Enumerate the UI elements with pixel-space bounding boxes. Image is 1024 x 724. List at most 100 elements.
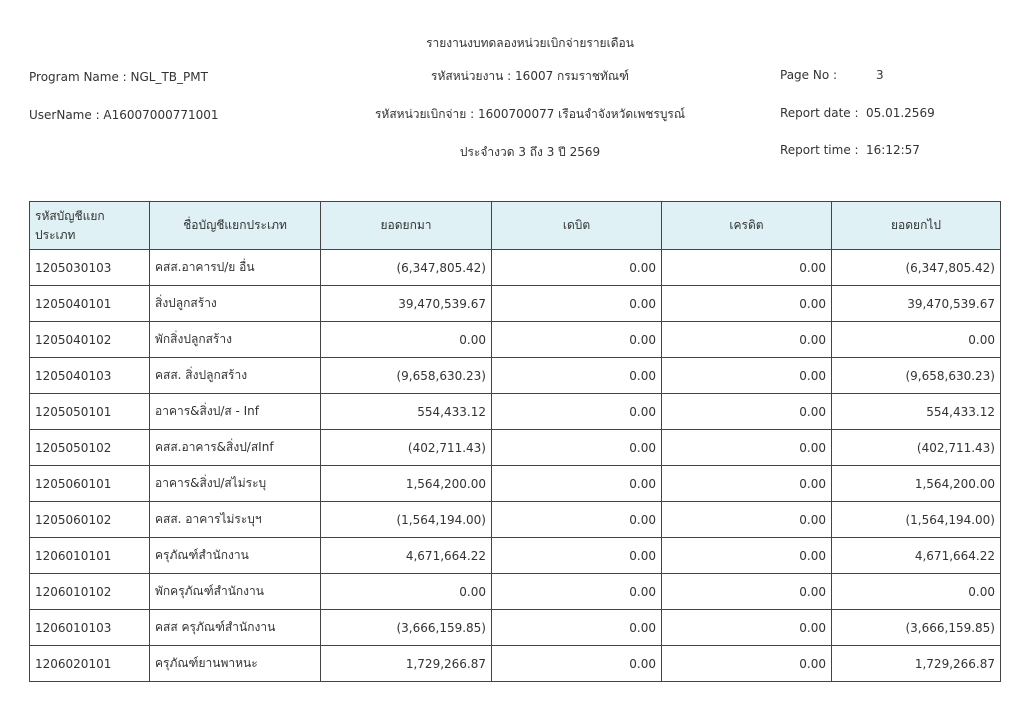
cell-brought-forward: (9,658,630.23) <box>320 357 492 394</box>
cell-debit: 0.00 <box>491 393 662 430</box>
cell-account-name: อาคาร&สิ่งป/ส - Inf <box>149 393 321 430</box>
cell-carried-forward: (1,564,194.00) <box>831 501 1001 538</box>
cell-carried-forward: (6,347,805.42) <box>831 249 1001 286</box>
cell-account-code: 1205050102 <box>29 429 150 466</box>
header-account-code: รหัสบัญชีแยกประเภท <box>29 201 150 250</box>
agency: รหัสหน่วยงาน : 16007 กรมราชทัณฑ์ <box>431 69 629 83</box>
cell-account-code: 1206020101 <box>29 645 150 682</box>
header-credit: เครดิต <box>661 201 832 250</box>
table-row: 1206010101 ครุภัณฑ์สำนักงาน 4,671,664.22 0.… <box>29 537 1001 574</box>
disbursing-unit: รหัสหน่วยเบิกจ่าย : 1600700077 เรือนจำจั… <box>374 107 686 121</box>
cell-debit: 0.00 <box>491 357 662 394</box>
cell-account-name: สิ่งปลูกสร้าง <box>149 285 321 322</box>
period: ประจำงวด 3 ถึง 3 ปี 2569 <box>459 145 601 159</box>
cell-brought-forward: 0.00 <box>320 573 492 610</box>
cell-brought-forward: 1,729,266.87 <box>320 645 492 682</box>
report-time: 16:12:57 <box>866 143 920 157</box>
cell-brought-forward: 39,470,539.67 <box>320 285 492 322</box>
cell-account-name: คสส ครุภัณฑ์สำนักงาน <box>149 609 321 646</box>
cell-brought-forward: (6,347,805.42) <box>320 249 492 286</box>
cell-debit: 0.00 <box>491 429 662 466</box>
cell-credit: 0.00 <box>661 357 832 394</box>
cell-account-name: คสส. สิ่งปลูกสร้าง <box>149 357 321 394</box>
cell-credit: 0.00 <box>661 285 832 322</box>
table-row: 1205060102 คสส. อาคารไม่ระบุฯ (1,564,194.0… <box>29 501 1001 538</box>
report-time-label: Report time : <box>780 143 859 157</box>
cell-account-code: 1205040101 <box>29 285 150 322</box>
table-row: 1206010103 คสส ครุภัณฑ์สำนักงาน (3,666,159… <box>29 609 1001 646</box>
cell-brought-forward: (402,711.43) <box>320 429 492 466</box>
cell-account-code: 1205040103 <box>29 357 150 394</box>
cell-credit: 0.00 <box>661 321 832 358</box>
cell-brought-forward: 1,564,200.00 <box>320 465 492 502</box>
cell-account-name: ครุภัณฑ์สำนักงาน <box>149 537 321 574</box>
cell-brought-forward: 554,433.12 <box>320 393 492 430</box>
table-row: 1206010102 พักครุภัณฑ์สำนักงาน 0.00 0.00 0.0… <box>29 573 1001 610</box>
header-debit: เดบิต <box>491 201 662 250</box>
report-date-label: Report date : <box>780 106 859 120</box>
cell-carried-forward: (402,711.43) <box>831 429 1001 466</box>
cell-account-code: 1205030103 <box>29 249 150 286</box>
table-row: 1205030103 คสส.อาคารป/ย อื่น (6,347,805.42… <box>29 249 1001 286</box>
table-header-row: รหัสบัญชีแยกประเภท ชื่อบัญชีแยกประเภท ยอ… <box>29 201 1001 250</box>
table-row: 1206020101 ครุภัณฑ์ยานพาหนะ 1,729,266.87 0.… <box>29 645 1001 682</box>
cell-brought-forward: 0.00 <box>320 321 492 358</box>
cell-credit: 0.00 <box>661 249 832 286</box>
cell-debit: 0.00 <box>491 645 662 682</box>
cell-account-code: 1206010103 <box>29 609 150 646</box>
cell-credit: 0.00 <box>661 501 832 538</box>
cell-debit: 0.00 <box>491 501 662 538</box>
cell-account-name: พักสิ่งปลูกสร้าง <box>149 321 321 358</box>
cell-carried-forward: (3,666,159.85) <box>831 609 1001 646</box>
cell-account-name: อาคาร&สิ่งป/สไม่ระบุ <box>149 465 321 502</box>
cell-credit: 0.00 <box>661 609 832 646</box>
cell-account-code: 1205060102 <box>29 501 150 538</box>
cell-brought-forward: 4,671,664.22 <box>320 537 492 574</box>
cell-account-name: คสส.อาคาร&สิ่งป/สInf <box>149 429 321 466</box>
cell-account-code: 1205040102 <box>29 321 150 358</box>
table-row: 1205040102 พักสิ่งปลูกสร้าง 0.00 0.00 0.00 0.… <box>29 321 1001 358</box>
username: UserName : A16007000771001 <box>29 108 219 122</box>
cell-carried-forward: 0.00 <box>831 573 1001 610</box>
cell-debit: 0.00 <box>491 321 662 358</box>
cell-brought-forward: (3,666,159.85) <box>320 609 492 646</box>
cell-credit: 0.00 <box>661 465 832 502</box>
cell-debit: 0.00 <box>491 285 662 322</box>
report-title: รายงานงบทดลองหน่วยเบิกจ่ายรายเดือน <box>426 36 634 50</box>
cell-carried-forward: 39,470,539.67 <box>831 285 1001 322</box>
table-row: 1205040103 คสส. สิ่งปลูกสร้าง (9,658,630.2… <box>29 357 1001 394</box>
cell-account-name: คสส. อาคารไม่ระบุฯ <box>149 501 321 538</box>
table-row: 1205050101 อาคาร&สิ่งป/ส - Inf 554,433.12 0… <box>29 393 1001 430</box>
header-account-name: ชื่อบัญชีแยกประเภท <box>149 201 321 250</box>
cell-credit: 0.00 <box>661 429 832 466</box>
cell-credit: 0.00 <box>661 573 832 610</box>
cell-credit: 0.00 <box>661 645 832 682</box>
trial-balance-table: รหัสบัญชีแยกประเภท ชื่อบัญชีแยกประเภท ยอ… <box>29 201 1001 682</box>
cell-debit: 0.00 <box>491 537 662 574</box>
page-no-label: Page No : <box>780 68 838 82</box>
table-row: 1205040101 สิ่งปลูกสร้าง 39,470,539.67 0.00… <box>29 285 1001 322</box>
cell-debit: 0.00 <box>491 465 662 502</box>
program-name: Program Name : NGL_TB_PMT <box>29 70 208 84</box>
cell-carried-forward: 1,564,200.00 <box>831 465 1001 502</box>
cell-carried-forward: 4,671,664.22 <box>831 537 1001 574</box>
header-brought-forward: ยอดยกมา <box>320 201 492 250</box>
cell-debit: 0.00 <box>491 249 662 286</box>
cell-debit: 0.00 <box>491 573 662 610</box>
cell-brought-forward: (1,564,194.00) <box>320 501 492 538</box>
cell-carried-forward: 0.00 <box>831 321 1001 358</box>
cell-carried-forward: (9,658,630.23) <box>831 357 1001 394</box>
cell-carried-forward: 1,729,266.87 <box>831 645 1001 682</box>
cell-debit: 0.00 <box>491 609 662 646</box>
cell-account-code: 1206010102 <box>29 573 150 610</box>
cell-carried-forward: 554,433.12 <box>831 393 1001 430</box>
cell-account-code: 1205050101 <box>29 393 150 430</box>
cell-account-name: พักครุภัณฑ์สำนักงาน <box>149 573 321 610</box>
report-date: 05.01.2569 <box>866 106 935 120</box>
cell-account-code: 1205060101 <box>29 465 150 502</box>
page-no: 3 <box>876 68 884 82</box>
table-row: 1205060101 อาคาร&สิ่งป/สไม่ระบุ 1,564,200.… <box>29 465 1001 502</box>
header-carried-forward: ยอดยกไป <box>831 201 1001 250</box>
table-row: 1205050102 คสส.อาคาร&สิ่งป/สInf (402,711.4… <box>29 429 1001 466</box>
cell-account-name: ครุภัณฑ์ยานพาหนะ <box>149 645 321 682</box>
